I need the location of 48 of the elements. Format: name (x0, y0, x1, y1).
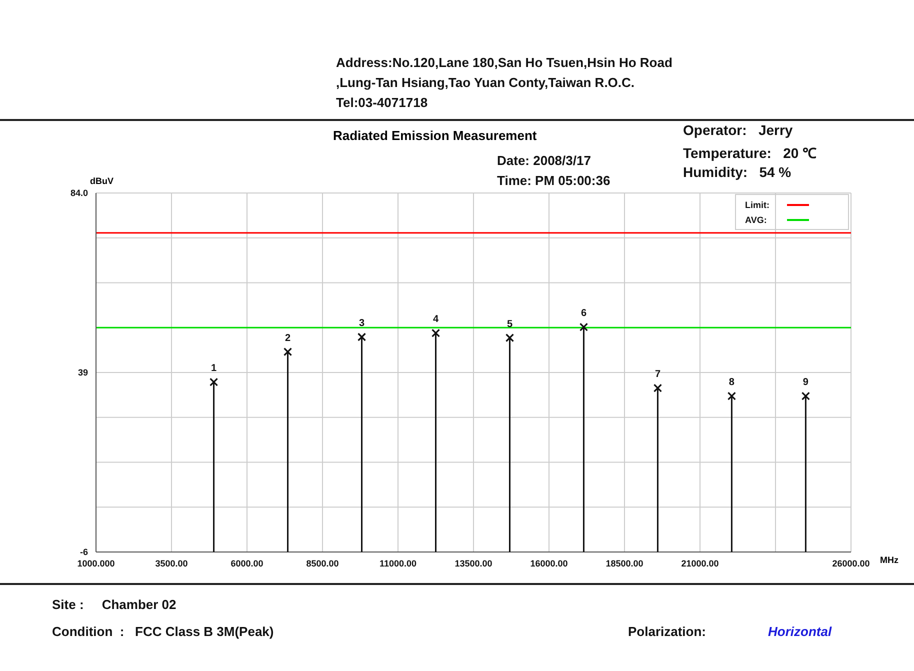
x-tick-label: 11000.00 (379, 558, 417, 568)
x-tick-label: 16000.00 (530, 558, 568, 568)
point (653, 384, 662, 392)
annotation: 6 (580, 308, 587, 320)
text: Horizontal (768, 624, 832, 639)
point (727, 392, 736, 400)
text: Tel:03-4071718 (336, 95, 428, 110)
y-tick-label: -6 (80, 547, 88, 558)
annotation: 5 (506, 318, 513, 330)
y-tick-label: 39 (78, 368, 88, 378)
y-axis-title: dBuV (90, 176, 114, 186)
annotation: 3 (358, 318, 365, 329)
text: Operator: Jerry (683, 122, 793, 138)
text: Time: PM 05:00:36 (497, 173, 610, 188)
x-tick-label: 26000.00 (832, 558, 870, 568)
point (801, 392, 810, 400)
text: ,Lung-Tan Hsiang,Tao Yuan Conty,Taiwan R.O.C. (336, 75, 635, 90)
point (579, 322, 588, 332)
text: Site : Chamber 02 (52, 597, 176, 612)
x-tick-label: 8500.00 (306, 558, 339, 568)
text: Condition : FCC Class B 3M(Peak) (52, 624, 274, 639)
legend-label: AVG: (745, 215, 767, 225)
x-tick-label: 13500.00 (454, 558, 492, 568)
annotation: 4 (432, 314, 439, 326)
text: Temperature: 20 ℃ (683, 144, 817, 162)
text: Humidity: 54 % (683, 164, 792, 180)
annotation: 8 (728, 377, 735, 388)
x-tick-label: 6000.00 (230, 558, 264, 568)
text: Address:No.120,Lane 180,San Ho Tsuen,Hsin Ho Road (336, 55, 672, 70)
point (209, 378, 218, 386)
text: Date: 2008/3/17 (497, 153, 591, 168)
point (505, 333, 514, 342)
annotation: 1 (211, 363, 217, 374)
chart-title: Radiated Emission Measurement (333, 128, 537, 143)
x-axis-title: MHz (880, 555, 898, 565)
annotation: 9 (802, 377, 809, 388)
legend-label: Limit: (745, 200, 770, 210)
y-tick-label: 84.0 (70, 188, 88, 198)
x-tick-label: 21000.00 (681, 558, 719, 568)
point (431, 328, 440, 338)
x-tick-label: 18500.00 (606, 558, 644, 568)
x-tick-label: 1000.000 (77, 558, 115, 568)
text: Polarization: (628, 624, 706, 639)
point (357, 332, 366, 342)
point (283, 347, 292, 356)
x-tick-label: 3500.00 (155, 558, 188, 568)
annotation: 7 (654, 369, 661, 380)
annotation: 2 (284, 332, 291, 344)
